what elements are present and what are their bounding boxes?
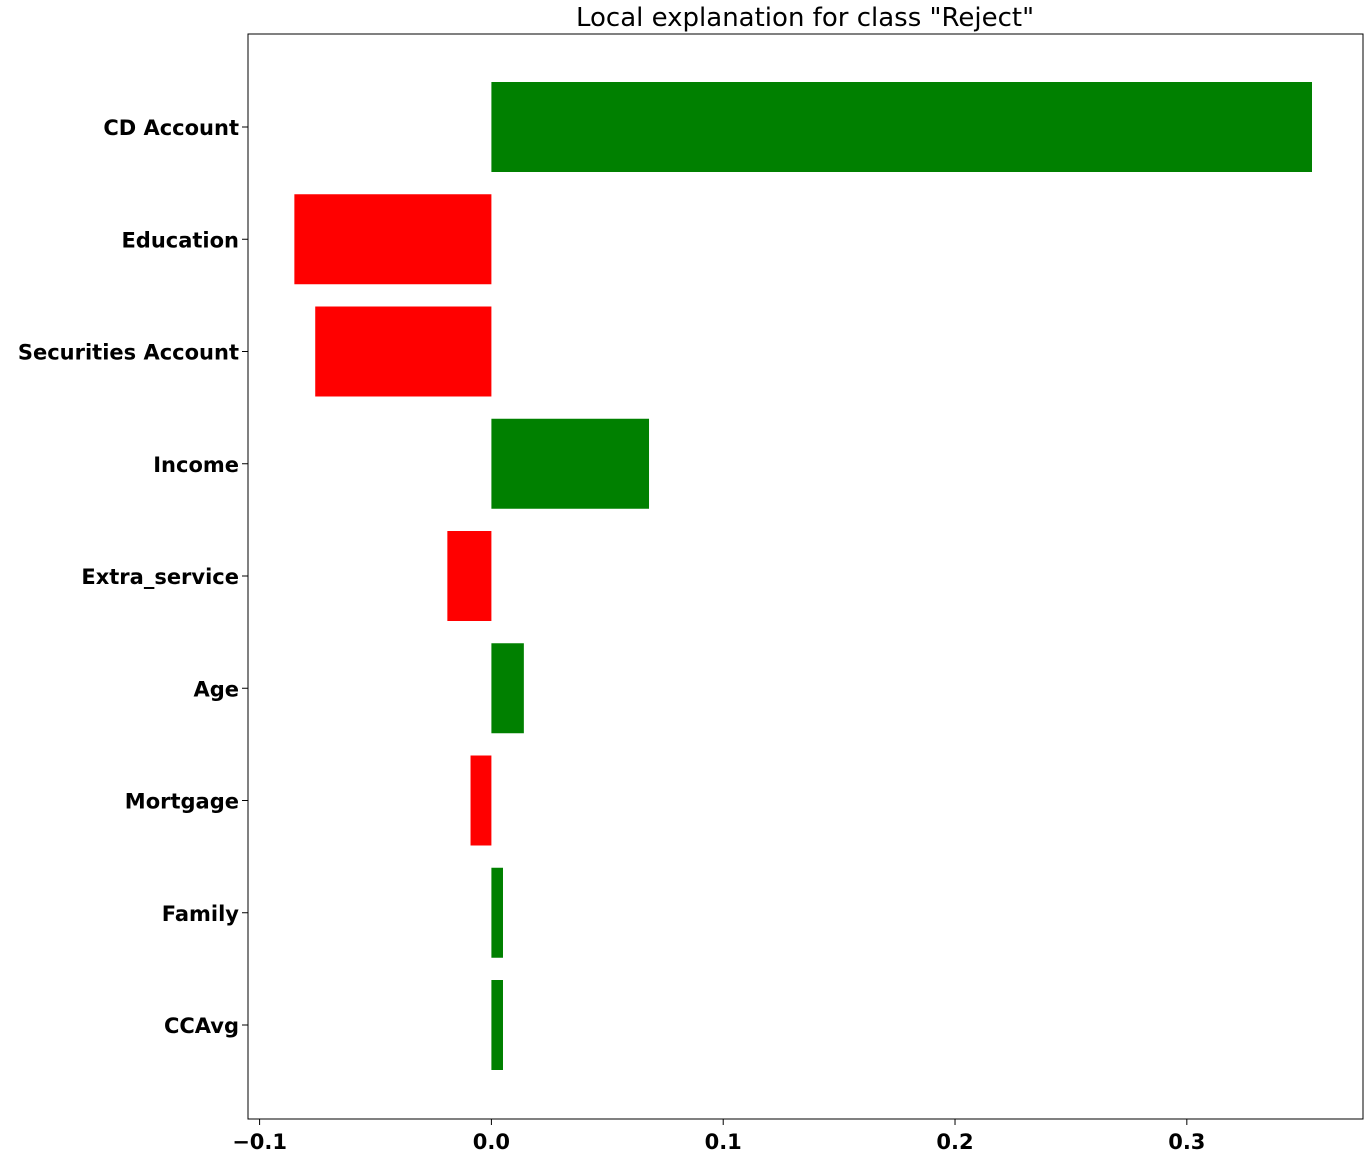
y-tick-label: CD Account (103, 116, 239, 140)
y-tick-label: Extra_service (81, 565, 239, 589)
y-tick-label: Securities Account (18, 341, 239, 365)
bar-income (491, 418, 650, 509)
x-tick-label: 0.1 (705, 1130, 742, 1154)
y-tick-label: Education (121, 228, 239, 252)
x-tick-label: −0.1 (232, 1130, 287, 1154)
y-axis: CD Account Education Securities Account Inc… (18, 116, 248, 1038)
y-tick-label: Age (193, 677, 239, 701)
bar-securities-account (315, 306, 492, 397)
bar-extra-service (447, 531, 492, 621)
bar-ccavg (491, 980, 503, 1070)
bar-age (491, 643, 524, 734)
y-tick-label: Family (162, 902, 240, 926)
x-tick-label: 0.2 (936, 1130, 973, 1154)
chart-title: Local explanation for class "Reject" (576, 3, 1034, 33)
bar-mortgage (470, 755, 492, 846)
y-tick-label: CCAvg (164, 1014, 239, 1038)
bar-cd-account (491, 82, 1313, 172)
bar-family (491, 867, 503, 958)
y-tick-label: Income (153, 453, 239, 477)
x-tick-label: 0.0 (473, 1130, 510, 1154)
bar-education (294, 194, 492, 285)
y-tick-label: Mortgage (125, 790, 239, 814)
x-axis: −0.1 0.0 0.1 0.2 0.3 (232, 1119, 1205, 1154)
x-tick-label: 0.3 (1168, 1130, 1205, 1154)
bars (294, 82, 1313, 1070)
